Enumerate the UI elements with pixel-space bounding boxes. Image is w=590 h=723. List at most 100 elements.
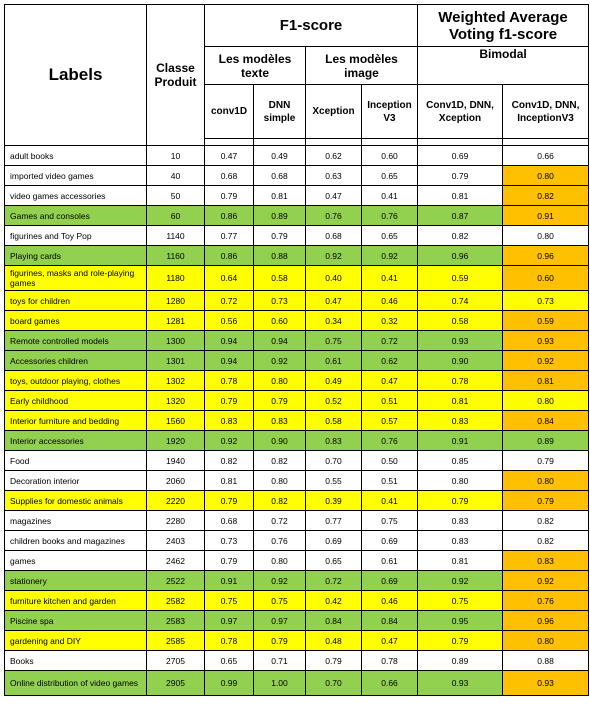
bimodal-inception-cell: 0.66 [503, 146, 589, 166]
bimodal-xception-cell: 0.93 [418, 331, 503, 351]
label-cell: Online distribution of video games [5, 671, 147, 696]
inception-cell: 0.47 [362, 631, 418, 651]
table-row: Early childhood 1320 0.79 0.79 0.52 0.51 0.81 0… [5, 391, 589, 411]
classe-cell: 1180 [147, 266, 205, 291]
bimodal-inception-cell: 0.96 [503, 611, 589, 631]
xception-cell: 0.69 [306, 531, 362, 551]
dnn-cell: 0.75 [254, 591, 306, 611]
bimodal-inception-cell: 0.80 [503, 631, 589, 651]
bimodal-inception-cell: 0.92 [503, 351, 589, 371]
classe-cell: 2403 [147, 531, 205, 551]
bimodal-inception-cell: 0.82 [503, 531, 589, 551]
inception-cell: 0.62 [362, 351, 418, 371]
table-row: Games and consoles 60 0.86 0.89 0.76 0.76 0.87… [5, 206, 589, 226]
inception-cell: 0.41 [362, 266, 418, 291]
conv1d-cell: 0.47 [205, 146, 254, 166]
table-row: Supplies for domestic animals 2220 0.79 0.8… [5, 491, 589, 511]
label-cell: Decoration interior [5, 471, 147, 491]
conv1d-cell: 0.94 [205, 351, 254, 371]
inception-v3-header: Inception V3 [362, 85, 418, 139]
conv1d-cell: 0.79 [205, 491, 254, 511]
xception-cell: 0.42 [306, 591, 362, 611]
conv1d-cell: 0.56 [205, 311, 254, 331]
table-row: gardening and DIY 2585 0.78 0.79 0.48 0.47 0.7… [5, 631, 589, 651]
spacer-cell [362, 139, 418, 146]
xception-cell: 0.77 [306, 511, 362, 531]
table-row: Remote controlled models 1300 0.94 0.94 0.75… [5, 331, 589, 351]
bimodal-inception-cell: 0.84 [503, 411, 589, 431]
label-cell: magazines [5, 511, 147, 531]
bimodal-inception-cell: 0.80 [503, 471, 589, 491]
inception-cell: 0.32 [362, 311, 418, 331]
xception-cell: 0.47 [306, 186, 362, 206]
bimodal-inception-cell: 0.60 [503, 266, 589, 291]
bimodal-xception-cell: 0.87 [418, 206, 503, 226]
dnn-cell: 0.92 [254, 571, 306, 591]
classe-cell: 1280 [147, 291, 205, 311]
table-row: toys, outdoor playing, clothes 1302 0.78 0.… [5, 371, 589, 391]
dnn-cell: 0.58 [254, 266, 306, 291]
bimodal-xception-cell: 0.89 [418, 651, 503, 671]
classe-cell: 1140 [147, 226, 205, 246]
bimodal-inception-cell: 0.91 [503, 206, 589, 226]
xception-cell: 0.39 [306, 491, 362, 511]
bimodal-xception-cell: 0.81 [418, 551, 503, 571]
bimodal-xception-cell: 0.93 [418, 671, 503, 696]
classe-cell: 2522 [147, 571, 205, 591]
dnn-cell: 0.72 [254, 511, 306, 531]
dnn-cell: 0.97 [254, 611, 306, 631]
label-cell: Interior accessories [5, 431, 147, 451]
dnn-cell: 0.81 [254, 186, 306, 206]
conv1d-cell: 0.81 [205, 471, 254, 491]
label-cell: Food [5, 451, 147, 471]
bimodal-inception-cell: 0.81 [503, 371, 589, 391]
inception-cell: 0.46 [362, 591, 418, 611]
dnn-cell: 0.82 [254, 451, 306, 471]
dnn-cell: 0.88 [254, 246, 306, 266]
bimodal-inception-cell: 0.76 [503, 591, 589, 611]
label-cell: video games accessories [5, 186, 147, 206]
xception-cell: 0.49 [306, 371, 362, 391]
label-cell: children books and magazines [5, 531, 147, 551]
conv1d-cell: 0.72 [205, 291, 254, 311]
table-row: adult books 10 0.47 0.49 0.62 0.60 0.69 0.66 [5, 146, 589, 166]
classe-cell: 2462 [147, 551, 205, 571]
table-row: magazines 2280 0.68 0.72 0.77 0.75 0.83 0.82 [5, 511, 589, 531]
classe-cell: 2280 [147, 511, 205, 531]
conv1d-cell: 0.77 [205, 226, 254, 246]
bimodal-xception-cell: 0.75 [418, 591, 503, 611]
label-cell: Supplies for domestic animals [5, 491, 147, 511]
bimodal-xception-cell: 0.96 [418, 246, 503, 266]
xception-cell: 0.92 [306, 246, 362, 266]
label-cell: figurines, masks and role-playing games [5, 266, 147, 291]
dnn-cell: 0.82 [254, 491, 306, 511]
bimodal-inception-header: Conv1D, DNN, InceptionV3 [503, 85, 589, 139]
table-row: stationery 2522 0.91 0.92 0.72 0.69 0.92 0.92 [5, 571, 589, 591]
label-cell: Playing cards [5, 246, 147, 266]
table-row: board games 1281 0.56 0.60 0.34 0.32 0.58 0.59 [5, 311, 589, 331]
f1-score-header: F1-score [205, 5, 418, 47]
dnn-cell: 0.80 [254, 471, 306, 491]
weighted-voting-header: Weighted Average Voting f1-score [418, 5, 589, 47]
table-row: Interior furniture and bedding 1560 0.83 0.… [5, 411, 589, 431]
conv1d-cell: 0.83 [205, 411, 254, 431]
xception-cell: 0.65 [306, 551, 362, 571]
spacer-cell [254, 139, 306, 146]
inception-cell: 0.65 [362, 226, 418, 246]
classe-cell: 2705 [147, 651, 205, 671]
bimodal-inception-cell: 0.93 [503, 671, 589, 696]
bimodal-inception-cell: 0.80 [503, 391, 589, 411]
dnn-cell: 0.80 [254, 551, 306, 571]
spacer-cell [418, 139, 503, 146]
classe-cell: 1301 [147, 351, 205, 371]
label-cell: games [5, 551, 147, 571]
conv1d-cell: 0.79 [205, 391, 254, 411]
bimodal-xception-cell: 0.79 [418, 491, 503, 511]
inception-cell: 0.57 [362, 411, 418, 431]
table-row: Decoration interior 2060 0.81 0.80 0.55 0.51 0… [5, 471, 589, 491]
bimodal-xception-cell: 0.85 [418, 451, 503, 471]
inception-cell: 0.78 [362, 651, 418, 671]
xception-cell: 0.34 [306, 311, 362, 331]
dnn-simple-header: DNN simple [254, 85, 306, 139]
bimodal-inception-cell: 0.80 [503, 166, 589, 186]
